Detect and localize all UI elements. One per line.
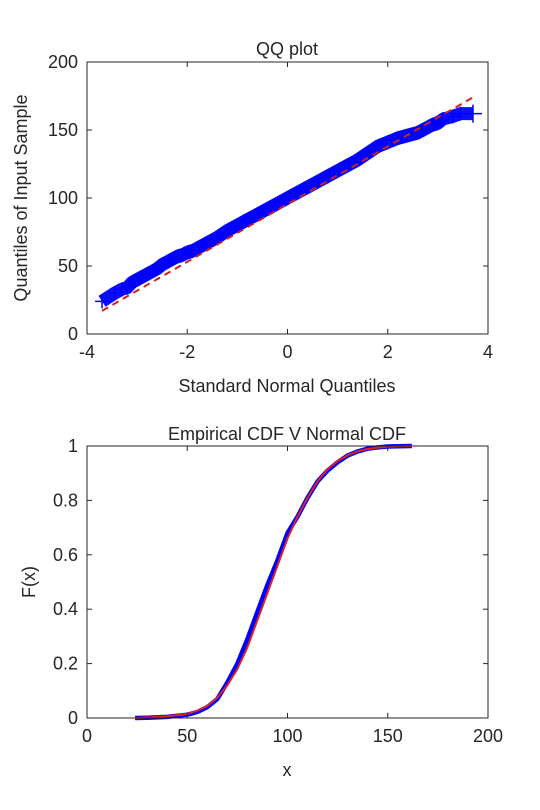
cdf-xtick-label: 150	[373, 726, 403, 746]
cdf-title: Empirical CDF V Normal CDF	[168, 424, 406, 444]
qq-plot-title: QQ plot	[256, 39, 318, 59]
qq-ytick-label: 50	[58, 256, 78, 276]
cdf-empirical-line	[135, 443, 412, 721]
cdf-ytick-label: 0.8	[53, 490, 78, 510]
cdf-ticks: 0 50 100 150 200 0 0.2 0.4 0.6 0.8 1	[53, 436, 503, 746]
qq-xtick-label: 2	[383, 342, 393, 362]
qq-xtick-label: -4	[79, 342, 95, 362]
cdf-ytick-label: 0.4	[53, 599, 78, 619]
cdf-xlabel: x	[283, 760, 292, 780]
qq-sample-band	[98, 107, 473, 307]
cdf-axes-box	[86, 445, 489, 719]
qq-plot-xlabel: Standard Normal Quantiles	[178, 376, 395, 396]
qq-ytick-label: 150	[48, 120, 78, 140]
cdf-xtick-label: 0	[82, 726, 92, 746]
cdf-chart: Empirical CDF V Normal CDF 0 50 100 150 2000…	[19, 424, 503, 780]
cdf-ytick-label: 0	[68, 708, 78, 728]
cdf-ytick-label: 0.6	[53, 545, 78, 565]
cdf-data-layer	[135, 443, 412, 721]
qq-xtick-label: -2	[179, 342, 195, 362]
qq-xtick-label: 4	[483, 342, 493, 362]
cdf-ytick-label: 1	[68, 436, 78, 456]
qq-ytick-label: 200	[48, 52, 78, 72]
cdf-xtick-label: 200	[473, 726, 503, 746]
qq-ticks: -4 -2 0 2 4 0 50 100 150 200	[48, 52, 493, 362]
cdf-normal-line	[135, 445, 412, 719]
qq-plot-chart: QQ plot -4 -2 0 2 4 0 50 100 150 200 Standard Nor…	[11, 39, 493, 396]
qq-ytick-label: 0	[68, 324, 78, 344]
qq-plot-ylabel: Quantiles of Input Sample	[11, 94, 31, 301]
qq-data-layer	[95, 96, 482, 312]
qq-xtick-label: 0	[282, 342, 292, 362]
cdf-xtick-label: 100	[272, 726, 302, 746]
cdf-ylabel: F(x)	[19, 566, 39, 598]
cdf-ytick-label: 0.2	[53, 654, 78, 674]
cdf-xtick-label: 50	[177, 726, 197, 746]
qq-ytick-label: 100	[48, 188, 78, 208]
